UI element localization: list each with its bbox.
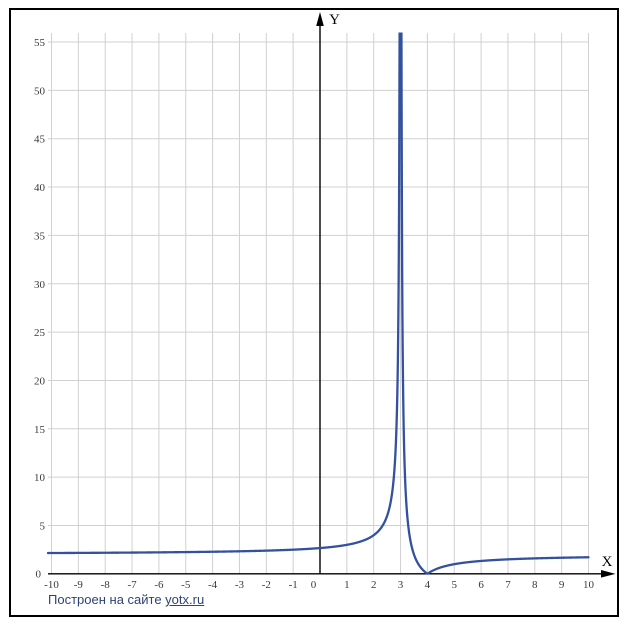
footer-link[interactable]: yotx.ru — [165, 592, 205, 607]
y-tick-label: 55 — [34, 37, 46, 49]
x-tick-label: 6 — [478, 579, 484, 591]
y-tick-label: 35 — [34, 230, 46, 242]
x-tick-label: -8 — [101, 579, 111, 591]
y-axis-label: Y — [329, 12, 340, 28]
y-axis-arrow-icon — [316, 12, 324, 26]
x-tick-label: 8 — [532, 579, 538, 591]
y-tick-label: 45 — [34, 134, 46, 146]
x-tick-label: -9 — [74, 579, 84, 591]
x-axis-arrow-icon — [601, 570, 616, 578]
x-tick-label: 0 — [311, 579, 317, 591]
footer-text: Построен на сайте — [48, 592, 166, 607]
x-tick-label: 1 — [344, 579, 350, 591]
y-tick-label: 20 — [34, 375, 46, 387]
x-tick-label: -5 — [181, 579, 191, 591]
y-tick-label: 5 — [40, 521, 46, 533]
y-tick-label: 30 — [34, 279, 46, 291]
y-tick-label: 15 — [34, 424, 46, 436]
x-tick-label: 3 — [398, 579, 404, 591]
y-tick-label: 0 — [36, 569, 42, 581]
y-tick-label: 50 — [34, 85, 46, 97]
grid — [48, 33, 589, 574]
x-tick-label: -3 — [235, 579, 245, 591]
y-tick-label: 40 — [34, 182, 46, 194]
x-tick-label: -7 — [127, 579, 137, 591]
x-tick-label: 2 — [371, 579, 377, 591]
axes — [48, 24, 604, 575]
x-tick-label: 9 — [559, 579, 565, 591]
x-tick-label: -10 — [44, 579, 59, 591]
curve-path — [46, 32, 590, 575]
footer: Построен на сайте yotx.ru — [48, 592, 204, 607]
x-tick-label: 10 — [583, 579, 595, 591]
x-tick-label: -2 — [262, 579, 271, 591]
x-tick-label: 7 — [505, 579, 511, 591]
x-tick-label: 4 — [425, 579, 431, 591]
x-tick-label: -6 — [154, 579, 164, 591]
x-tick-label: 5 — [452, 579, 458, 591]
tick-labels: -10 -9 -8 -7 -6 -5 -4 -3 -2 -1 0 1 2 3 4 5 6 7 8 9 100510152… — [34, 37, 595, 591]
x-tick-label: -4 — [208, 579, 218, 591]
y-tick-label: 10 — [34, 472, 46, 484]
x-axis-label: X — [602, 554, 613, 570]
y-tick-label: 25 — [34, 327, 46, 339]
x-tick-label: -1 — [289, 579, 298, 591]
